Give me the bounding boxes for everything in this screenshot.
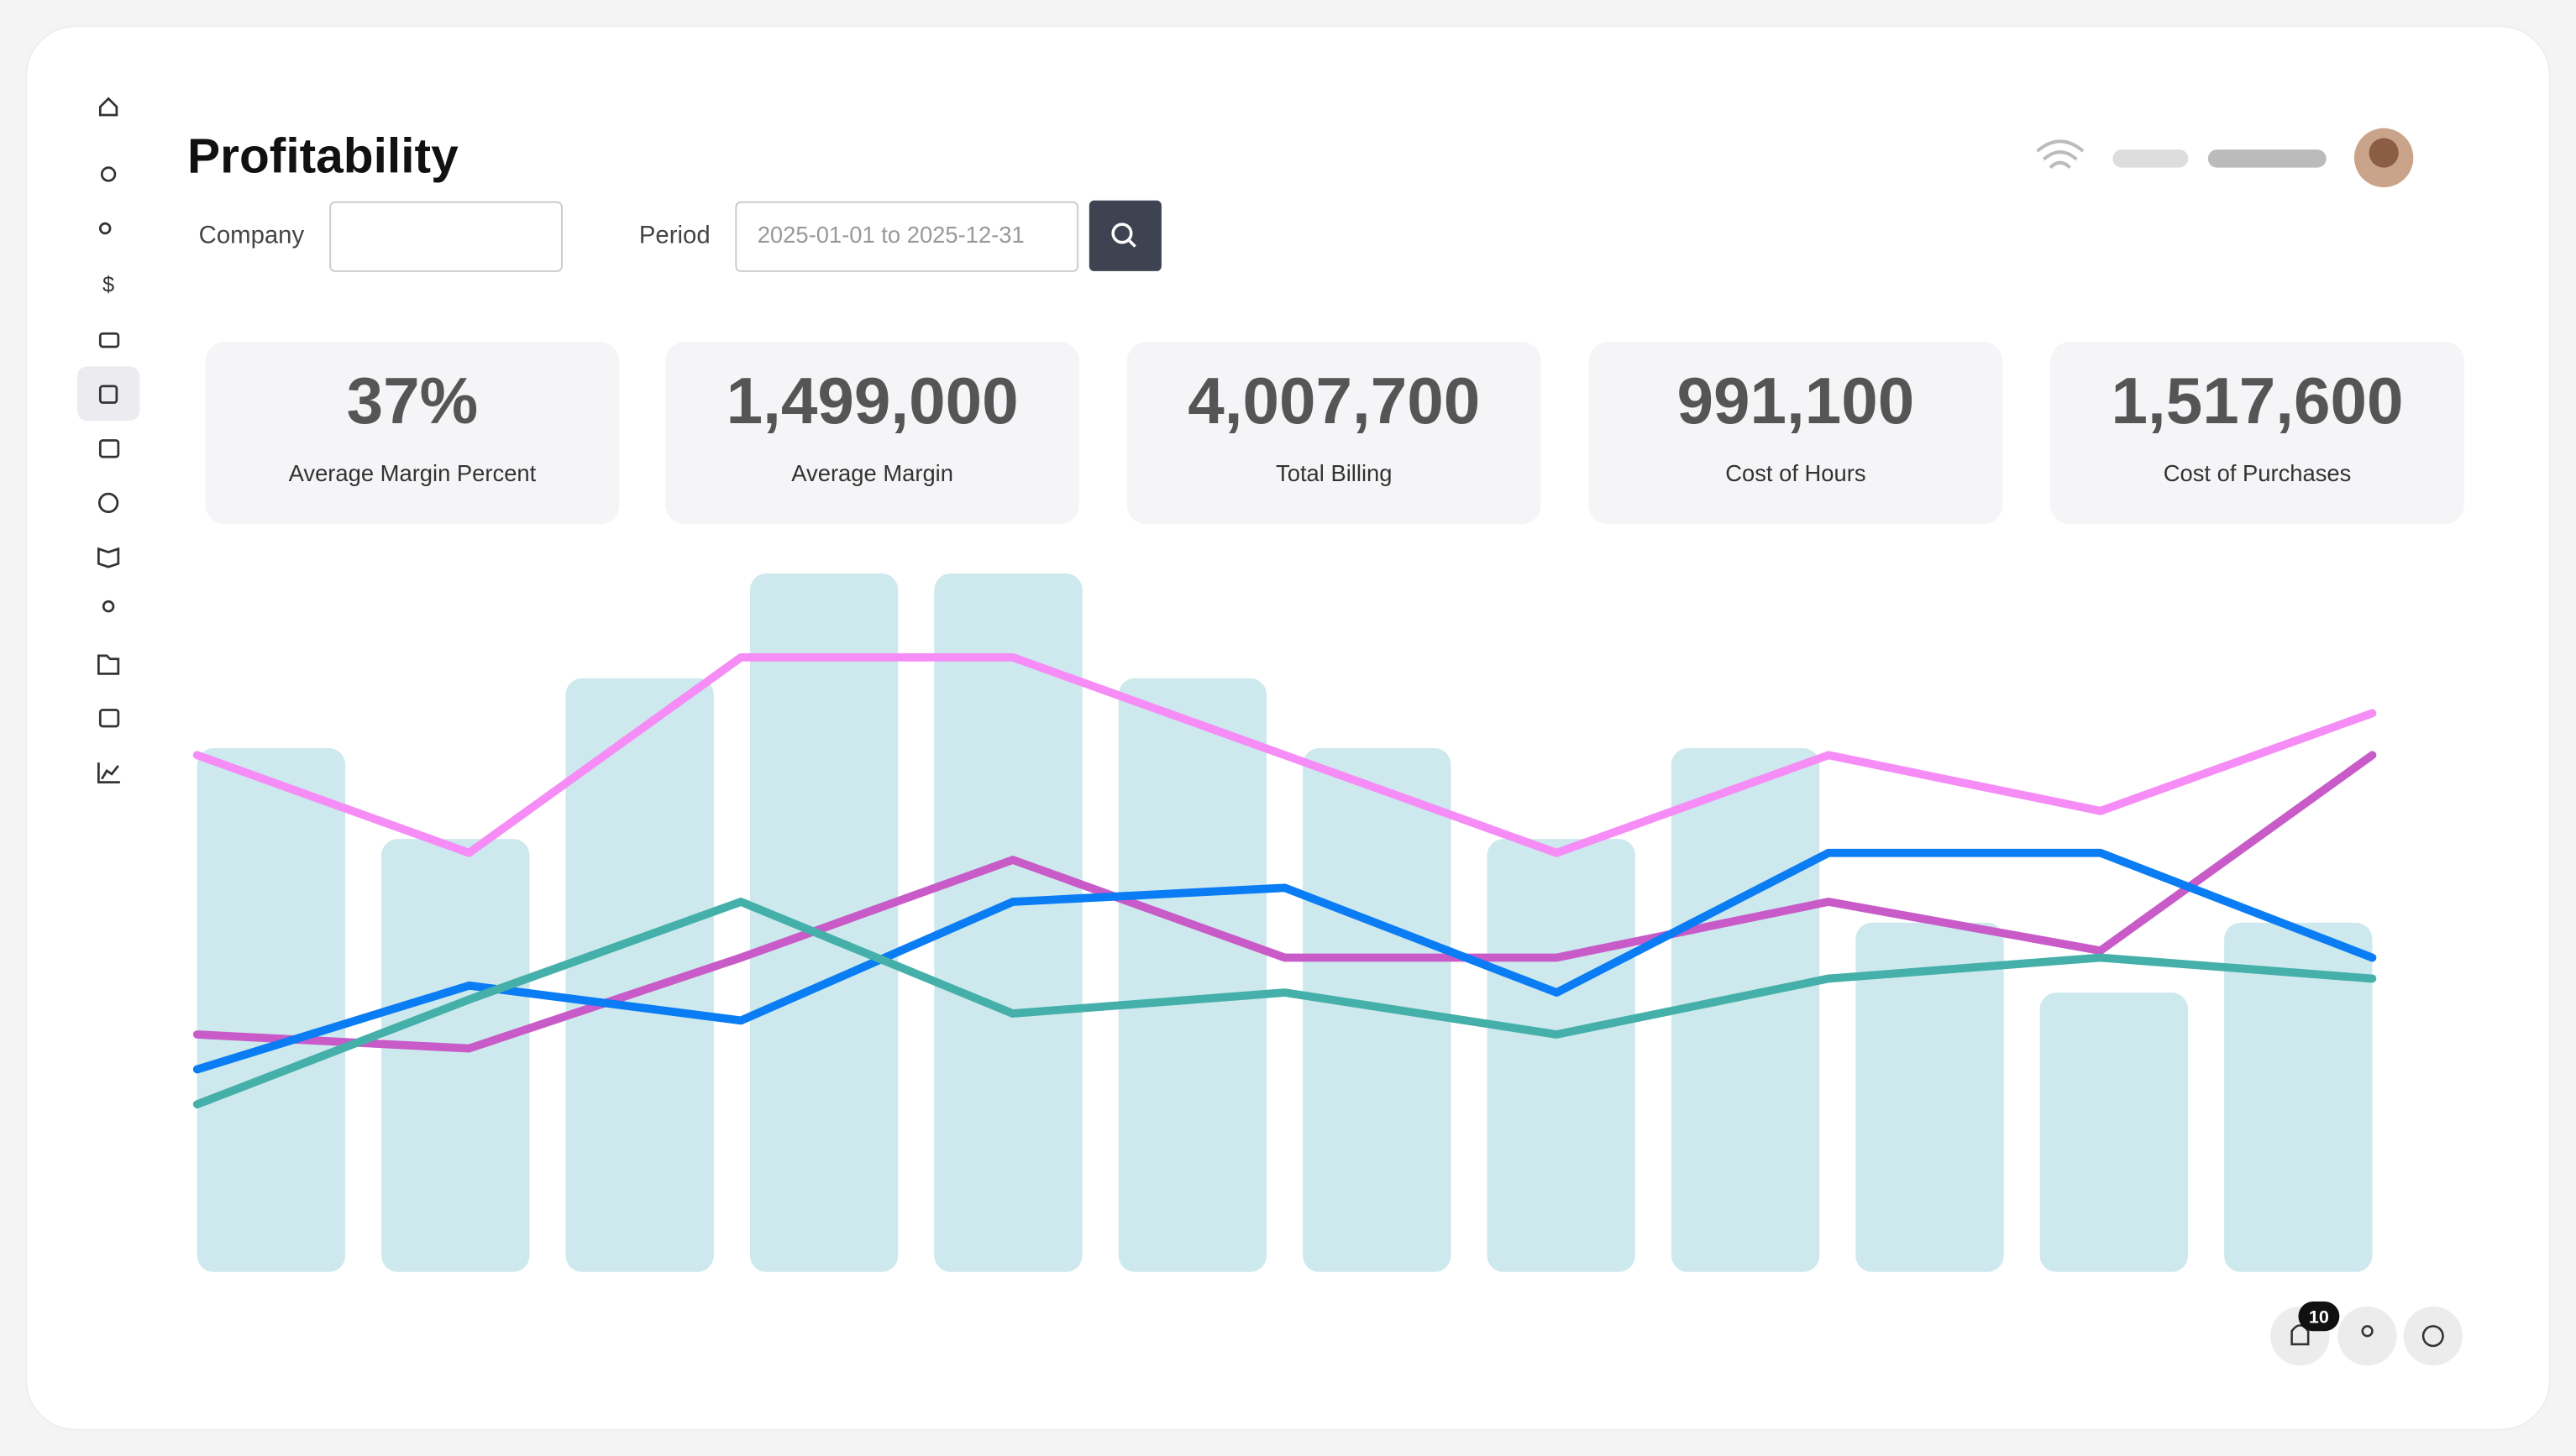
icon-ideas[interactable] xyxy=(100,166,117,182)
icon-calendar-time[interactable] xyxy=(98,385,118,404)
user-icon xyxy=(2361,1325,2374,1338)
bar xyxy=(2039,992,2189,1272)
filter-label: Company xyxy=(199,222,305,249)
chat-icon xyxy=(2421,1325,2444,1348)
kpi-label: Average Margin Percent xyxy=(289,460,537,486)
kpi-card xyxy=(1588,342,2003,525)
icon-home[interactable] xyxy=(98,97,118,117)
bar xyxy=(1855,922,2004,1272)
search-icon xyxy=(1127,238,1136,248)
kpi-value: 1,499,000 xyxy=(727,364,1019,437)
bar xyxy=(934,573,1083,1272)
kpi-value: 4,007,700 xyxy=(1188,364,1480,437)
icon-folder[interactable] xyxy=(97,654,120,675)
icon-calendar[interactable] xyxy=(98,709,120,728)
sidebar: $ xyxy=(76,97,140,783)
bell-icon xyxy=(2290,1324,2310,1346)
search-icon xyxy=(1111,223,1133,244)
page-title: Profitability xyxy=(187,128,459,183)
line-series xyxy=(192,751,2377,1053)
badge xyxy=(2298,1301,2340,1332)
company-input[interactable] xyxy=(329,201,563,272)
search-button[interactable] xyxy=(1089,200,1162,271)
bar xyxy=(381,839,530,1272)
line-series xyxy=(192,652,2377,857)
kpi-label: Cost of Purchases xyxy=(2164,460,2352,486)
kpi-card xyxy=(205,342,620,525)
icon-people[interactable] xyxy=(98,222,112,235)
icon-user[interactable] xyxy=(102,600,115,613)
icon-check[interactable] xyxy=(98,439,120,458)
placeholder-bar xyxy=(2112,149,2189,168)
bar xyxy=(1487,839,1635,1272)
avatar-face xyxy=(2369,138,2399,168)
badge-count: 10 xyxy=(2309,1307,2329,1327)
kpi-label: Total Billing xyxy=(1276,460,1392,486)
period-placeholder: 2025-01-01 to 2025-12-31 xyxy=(758,222,1025,248)
chart xyxy=(192,573,2377,1272)
line-series xyxy=(192,848,2377,1074)
icon-chart[interactable] xyxy=(97,762,120,783)
wifi-icon xyxy=(2036,139,2085,170)
kpi-value: 991,100 xyxy=(1677,364,1915,437)
kpi-card xyxy=(2050,342,2464,525)
kpi-card xyxy=(1126,342,1541,525)
bar xyxy=(749,573,899,1272)
bar xyxy=(565,678,714,1272)
icon-dollar[interactable]: $ xyxy=(102,273,114,296)
bar xyxy=(1118,678,1267,1272)
bar xyxy=(2224,922,2373,1272)
sidebar-active xyxy=(76,366,140,422)
line-series xyxy=(192,898,2377,1109)
placeholder-bar xyxy=(2207,149,2327,168)
bar xyxy=(197,747,346,1272)
icon-briefcase[interactable] xyxy=(98,332,120,348)
icon-book[interactable] xyxy=(97,547,120,568)
icon-clock[interactable] xyxy=(97,492,119,514)
kpi-value: 1,517,600 xyxy=(2112,364,2404,437)
kpi-label: Average Margin xyxy=(791,460,953,486)
period-input[interactable] xyxy=(735,201,1079,272)
kpi-value: 37% xyxy=(347,364,479,437)
kpi-label: Cost of Hours xyxy=(1725,460,1865,486)
kpi-row: 37% Average Margin Percent 1,499,000 Averag… xyxy=(205,342,2464,525)
filter-label: Period xyxy=(639,222,711,249)
chat-button[interactable] xyxy=(2403,1306,2463,1366)
kpi-card xyxy=(665,342,1080,525)
